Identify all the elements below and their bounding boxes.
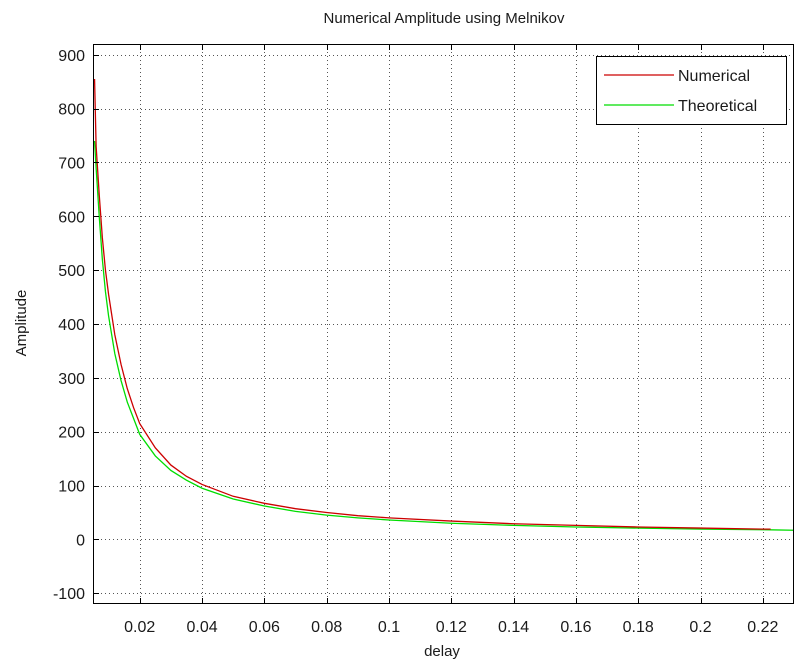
x-tick-label: 0.2 [689, 619, 711, 636]
legend: Numerical Theoretical [596, 56, 787, 125]
y-tick-label: 300 [58, 371, 85, 388]
x-tick-label: 0.16 [560, 619, 591, 636]
plot-area [93, 44, 794, 604]
y-tick-label: -100 [53, 586, 85, 603]
x-tick-label: 0.18 [623, 619, 654, 636]
y-tick-label: 0 [76, 532, 85, 549]
x-tick-label: 0.12 [436, 619, 467, 636]
x-tick-label: 0.06 [249, 619, 280, 636]
series-line-theoretical [93, 140, 794, 531]
axis-ticks [93, 44, 764, 604]
x-tick-label: 0.14 [498, 619, 529, 636]
x-axis-label: delay [424, 643, 460, 660]
series-layer [93, 78, 794, 531]
x-tick-label: 0.22 [747, 619, 778, 636]
legend-label-numerical: Numerical [678, 68, 750, 85]
y-tick-label: 400 [58, 317, 85, 334]
x-tick-label: 0.08 [311, 619, 342, 636]
x-tick-label: 0.02 [124, 619, 155, 636]
y-tick-label: 200 [58, 425, 85, 442]
y-tick-label: 100 [58, 479, 85, 496]
grid-lines [93, 44, 794, 604]
legend-box [596, 56, 787, 125]
y-tick-label: 600 [58, 209, 85, 226]
y-tick-label: 700 [58, 155, 85, 172]
y-tick-label: 900 [58, 48, 85, 65]
y-axis-label: Amplitude [13, 290, 30, 357]
legend-label-theoretical: Theoretical [678, 98, 757, 115]
x-tick-label: 0.04 [186, 619, 217, 636]
x-tick-labels: 0.02 0.04 0.06 0.08 0.1 0.12 0.14 0.16 0.18 0.2 0.… [124, 619, 778, 636]
chart-title: Numerical Amplitude using Melnikov [324, 10, 565, 27]
y-tick-label: 800 [58, 102, 85, 119]
y-tick-label: 500 [58, 263, 85, 280]
x-tick-label: 0.1 [378, 619, 400, 636]
y-tick-labels: -100 0 100 200 300 400 500 600 700 800 900 [53, 48, 85, 603]
series-line-numerical [93, 78, 771, 530]
